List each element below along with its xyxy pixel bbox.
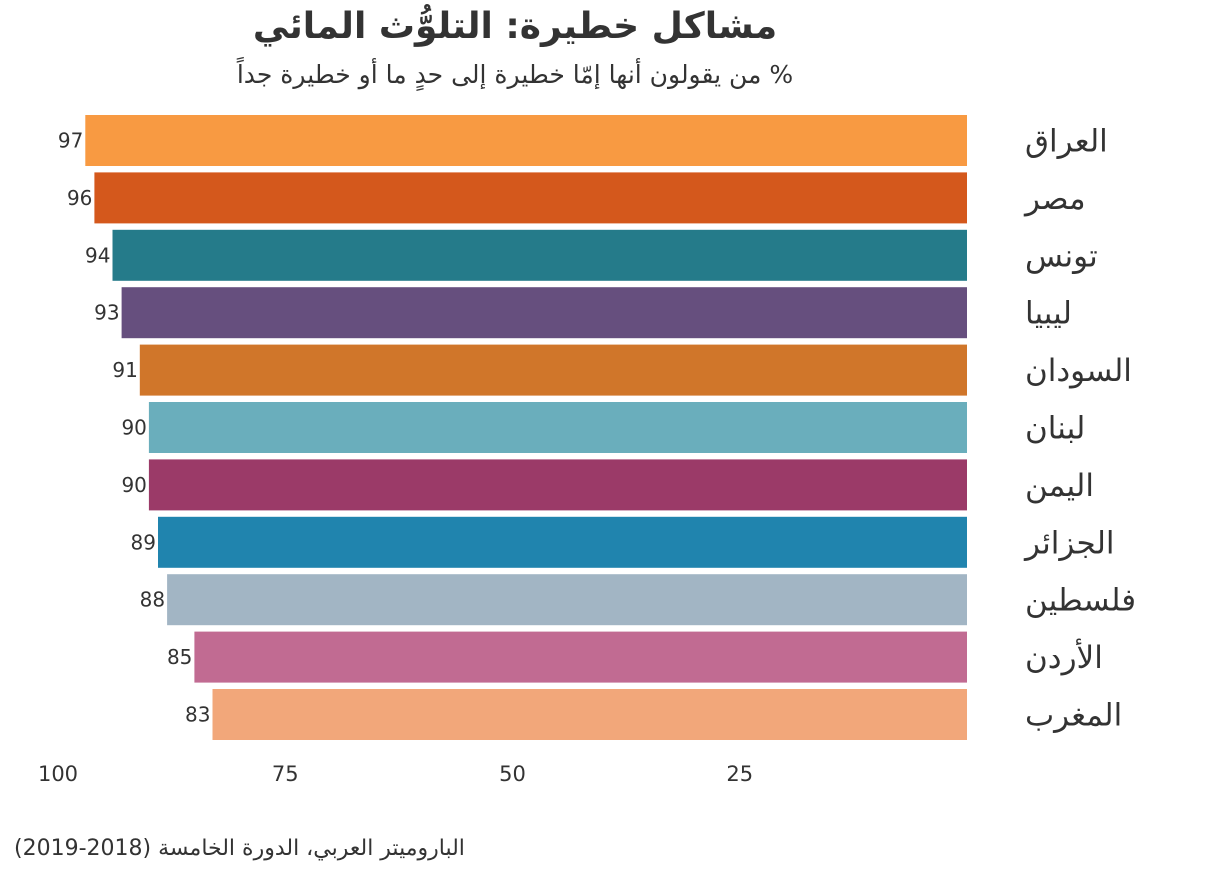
bar <box>148 459 967 511</box>
bar-value-label: 88 <box>140 588 165 612</box>
x-tick-label: 75 <box>272 762 299 786</box>
bar-value-label: 90 <box>121 416 146 440</box>
category-label: العراق <box>1025 124 1108 160</box>
category-label: المغرب <box>1025 698 1122 734</box>
bar-value-label: 93 <box>94 301 119 325</box>
bar <box>148 402 967 453</box>
bar <box>112 229 967 281</box>
bar <box>167 574 968 626</box>
bar-value-label: 97 <box>58 129 83 153</box>
bar <box>121 287 968 339</box>
bar <box>158 516 967 568</box>
bar-value-label: 90 <box>121 473 146 497</box>
chart-source: الباروميتر العربي، الدورة الخامسة (2018-… <box>14 836 465 861</box>
category-label: لبنان <box>1025 411 1085 447</box>
bar <box>212 689 967 740</box>
bars-layer <box>85 115 968 740</box>
bar-value-label: 89 <box>131 530 156 554</box>
bar <box>85 115 968 166</box>
bar-value-label: 96 <box>67 186 92 210</box>
x-axis-ticks: 100 75 50 25 <box>38 762 753 786</box>
category-label: فلسطين <box>1025 583 1136 619</box>
labels-layer: 97 العراق 96 مصر 94 تونس 93 ليبيا 91 السودان 90 لبن… <box>58 124 1136 734</box>
category-label: الأردن <box>1025 638 1103 676</box>
bar-value-label: 85 <box>167 645 192 669</box>
bar <box>194 631 967 683</box>
chart-subtitle: % من يقولون أنها إمّا خطيرة إلى حدٍ ما أ… <box>236 60 794 89</box>
bar-value-label: 83 <box>185 703 210 727</box>
category-label: تونس <box>1025 238 1098 274</box>
category-label: ليبيا <box>1025 296 1072 332</box>
bar <box>94 172 967 224</box>
bar <box>139 344 968 396</box>
category-label: الجزائر <box>1023 525 1115 561</box>
chart-title: مشاكل خطيرة: التلوُّث المائي <box>252 6 778 47</box>
x-tick-label: 50 <box>499 762 526 786</box>
bar-value-label: 91 <box>112 358 137 382</box>
x-tick-label: 100 <box>38 762 78 786</box>
category-label: السودان <box>1025 353 1132 389</box>
bar-value-label: 94 <box>85 243 110 267</box>
x-tick-label: 25 <box>726 762 753 786</box>
category-label: مصر <box>1023 181 1086 217</box>
category-label: اليمن <box>1025 468 1094 504</box>
